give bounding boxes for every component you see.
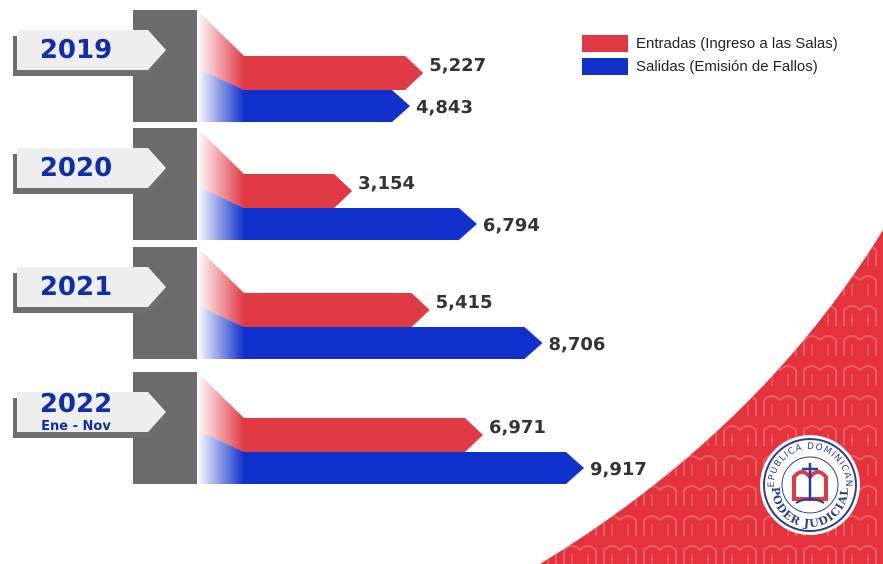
bar-entradas <box>244 174 353 208</box>
fan-entradas <box>197 10 244 90</box>
legend-swatch-salidas <box>582 58 628 75</box>
poder-judicial-seal: REPÚBLICA DOMINICANA PODER JUDICIAL <box>760 435 860 535</box>
value-label-salidas: 6,794 <box>483 215 540 236</box>
value-label-entradas: 5,227 <box>429 55 486 76</box>
value-label-salidas: 4,843 <box>416 97 473 118</box>
fan-entradas <box>197 372 244 452</box>
fan-entradas <box>197 247 244 327</box>
legend-label-salidas: Salidas (Emisión de Fallos) <box>636 58 818 75</box>
value-label-salidas: 9,917 <box>590 459 647 480</box>
year-label: 2021 <box>40 272 112 302</box>
year-tab <box>17 392 166 432</box>
bar-salidas <box>244 90 411 122</box>
year-sublabel: Ene - Nov <box>41 419 111 434</box>
fan-salidas <box>197 305 244 359</box>
value-label-entradas: 6,971 <box>489 417 546 438</box>
bar-entradas <box>244 293 430 327</box>
fan-salidas <box>197 430 244 484</box>
year-tab <box>17 267 166 307</box>
bar-salidas <box>244 452 584 484</box>
bar-salidas <box>244 208 477 240</box>
value-label-entradas: 3,154 <box>358 173 415 194</box>
bar-entradas <box>244 56 424 90</box>
legend: Entradas (Ingreso a las Salas) Salidas (… <box>582 32 838 78</box>
year-label: 2020 <box>40 153 112 183</box>
year-label: 2022 <box>40 389 112 419</box>
legend-item-salidas: Salidas (Emisión de Fallos) <box>582 55 838 78</box>
bar-entradas <box>244 418 483 452</box>
legend-label-entradas: Entradas (Ingreso a las Salas) <box>636 35 838 52</box>
value-label-entradas: 5,415 <box>436 292 493 313</box>
legend-swatch-entradas <box>582 35 628 52</box>
fan-salidas <box>197 68 244 122</box>
legend-item-entradas: Entradas (Ingreso a las Salas) <box>582 32 838 55</box>
value-label-salidas: 8,706 <box>548 334 605 355</box>
year-label: 2019 <box>40 35 112 65</box>
year-tab <box>17 148 166 188</box>
fan-salidas <box>197 186 244 240</box>
bar-salidas <box>244 327 543 359</box>
bar-rows: 2019 5,227 4,843 2020 3,154 6,794 2021 5,415 8,7… <box>13 10 647 484</box>
year-tab <box>17 30 166 70</box>
fan-entradas <box>197 128 244 208</box>
